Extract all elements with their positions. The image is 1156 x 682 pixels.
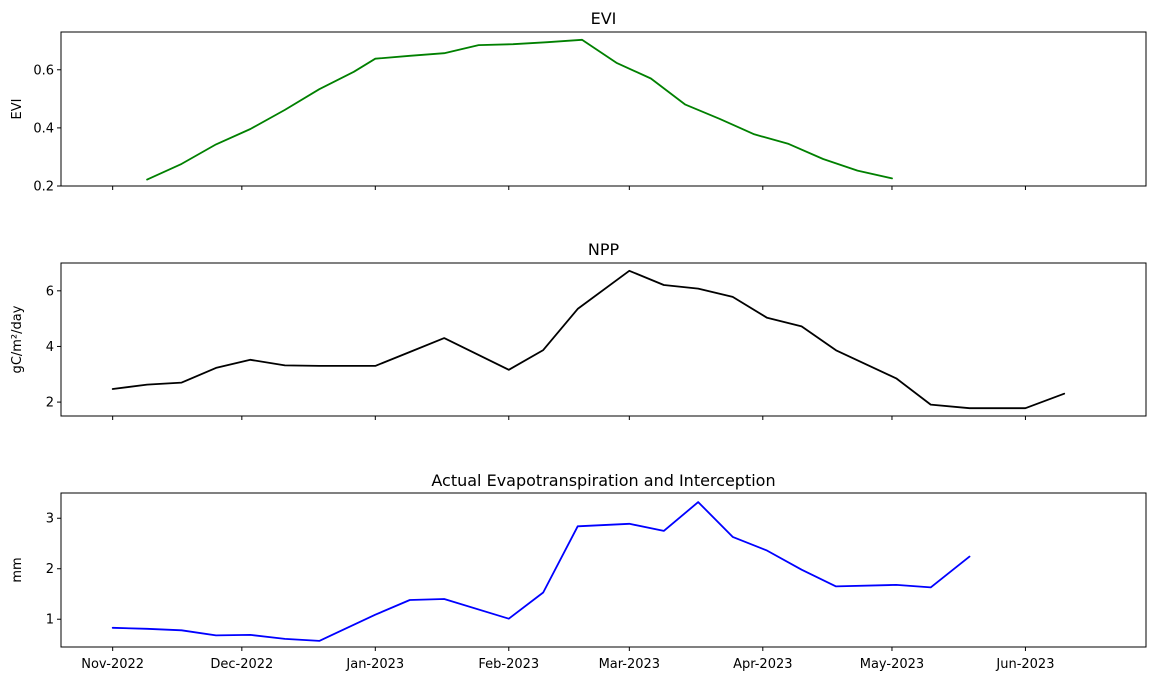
series-line-1-1 (146, 38, 893, 181)
plot-frame-3 (60, 492, 1147, 648)
y-tick-label-1-1: 0.2 (33, 180, 54, 195)
y-tick-label-2-1: 2 (46, 396, 54, 411)
plot-frame-2 (60, 262, 1147, 417)
x-tick-label-3: Jan-2023 (345, 657, 404, 672)
y-axis-label-1: EVI (10, 99, 25, 120)
x-tick-label-6: Apr-2023 (733, 657, 792, 672)
plot-frame-1 (60, 31, 1147, 187)
series-line-2-1 (111, 269, 1066, 410)
y-tick-label-2-2: 4 (46, 340, 54, 355)
y-tick-label-1-2: 0.4 (33, 121, 54, 136)
chart-title-2: NPP (588, 240, 620, 259)
chart-title-3: Actual Evapotranspiration and Intercepti… (431, 471, 775, 490)
y-tick-label-3-2: 2 (46, 562, 54, 577)
y-tick-label-3-1: 1 (46, 613, 54, 628)
y-tick-label-3-3: 3 (46, 512, 54, 527)
y-tick-label-2-3: 6 (46, 284, 54, 299)
y-axis-label-2: gC/m²/day (10, 305, 25, 373)
series-line-3-1 (111, 501, 971, 642)
x-tick-label-1: Nov-2022 (81, 657, 144, 672)
y-axis-label-3: mm (10, 557, 25, 582)
x-tick-label-7: May-2023 (860, 657, 924, 672)
x-tick-label-5: Mar-2023 (599, 657, 660, 672)
x-tick-label-8: Jun-2023 (995, 657, 1054, 672)
chart-title-1: EVI (591, 9, 617, 28)
x-tick-label-2: Dec-2022 (210, 657, 273, 672)
y-tick-label-1-3: 0.6 (33, 63, 54, 78)
x-tick-label-4: Feb-2023 (478, 657, 539, 672)
